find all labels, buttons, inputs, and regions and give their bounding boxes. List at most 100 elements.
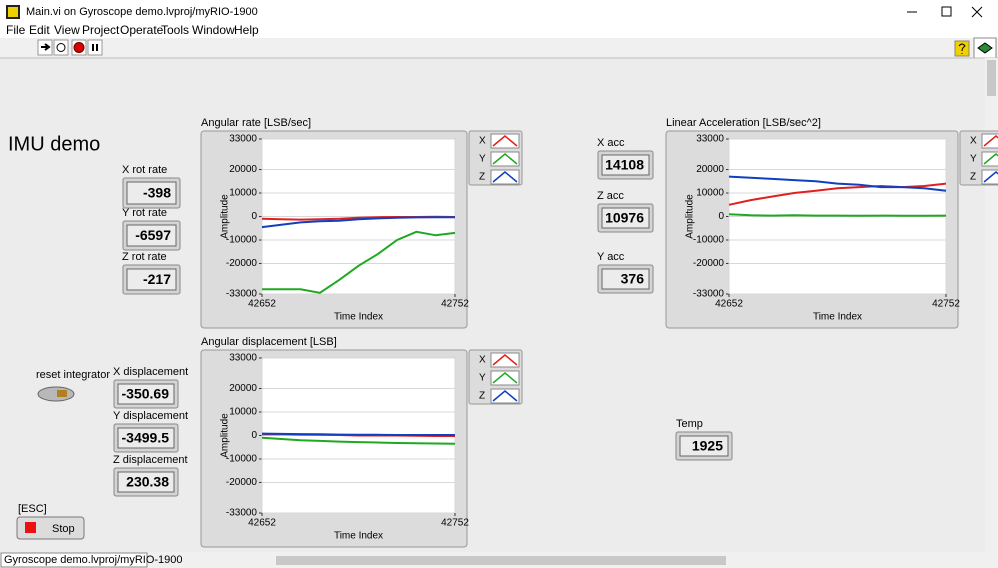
indicator-field [601, 268, 650, 290]
legend-line [983, 135, 998, 147]
pause-icon [92, 44, 98, 51]
heading: IMU demo [8, 133, 100, 155]
indicator-label: Y rot rate [122, 207, 167, 219]
help-icon [958, 43, 966, 54]
stop-text: Stop [52, 523, 75, 535]
menu-item[interactable]: Help [234, 23, 259, 37]
y-tick-label: 0 [718, 211, 724, 222]
indicator-field [601, 154, 650, 176]
indicator-value: -6597 [135, 227, 171, 243]
indicator-label: X displacement [113, 366, 188, 378]
x-tick-label: 42652 [248, 518, 276, 529]
y-tick-label: -10000 [226, 235, 258, 246]
app-icon-inner [8, 7, 18, 17]
legend-swatch [490, 133, 520, 149]
indicator-field [601, 207, 650, 229]
y-axis-label: Amplitude [685, 194, 696, 239]
series-line [728, 213, 947, 217]
y-tick-label: -10000 [226, 454, 258, 465]
menu-item[interactable]: Operate [120, 23, 164, 37]
title-bar [0, 0, 998, 24]
indicator-value: 10976 [605, 210, 644, 226]
legend-label: X [970, 136, 977, 147]
menu-item[interactable]: View [54, 23, 80, 37]
y-tick-label: -33000 [226, 289, 258, 300]
h-scroll-thumb[interactable] [276, 556, 726, 565]
window-title: Main.vi on Gyroscope demo.lvproj/myRIO-1… [26, 6, 258, 18]
indicator-label: X acc [597, 137, 625, 149]
indicator-value: 230.38 [126, 474, 169, 490]
y-axis-label: Amplitude [220, 413, 231, 458]
y-tick-label: 10000 [229, 407, 257, 418]
y-tick-label: -33000 [226, 508, 258, 519]
series-line [261, 436, 456, 445]
indicator-label: Temp [676, 418, 703, 430]
close[interactable] [971, 6, 983, 18]
y-tick-label: 20000 [229, 164, 257, 175]
reset-label: reset integrator [36, 369, 110, 381]
legend-line [492, 354, 518, 366]
indicator-label: Z acc [597, 190, 624, 202]
indicator-label: Y acc [597, 251, 625, 263]
indicator-field [126, 224, 177, 247]
legend-label: Y [479, 154, 486, 165]
v-scroll-thumb[interactable] [987, 60, 996, 96]
legend-label: Z [479, 391, 485, 402]
status-text: Gyroscope demo.lvproj/myRIO-1900 [4, 554, 183, 566]
indicator-label: Z displacement [113, 454, 188, 466]
y-tick-label: -33000 [693, 289, 725, 300]
y-tick-label: -20000 [226, 477, 258, 488]
help-button[interactable] [954, 40, 970, 57]
series-line [261, 216, 455, 229]
series-line [262, 230, 456, 294]
legend-swatch [490, 169, 520, 185]
y-axis-label: Amplitude [220, 194, 231, 239]
y-tick-label: 0 [251, 211, 257, 222]
menu-item[interactable]: Edit [29, 23, 50, 37]
indicator-value: 14108 [605, 157, 644, 173]
legend-label: Y [970, 154, 977, 165]
menu-bar [0, 24, 998, 38]
legend-swatch [490, 151, 520, 167]
legend-line [492, 372, 518, 384]
y-tick-label: -20000 [226, 258, 258, 269]
y-tick-label: -20000 [693, 258, 725, 269]
indicator-value: 376 [621, 271, 645, 287]
legend-label: X [479, 136, 486, 147]
indicator-value: -350.69 [122, 386, 170, 402]
legend-label: Y [479, 373, 486, 384]
legend-label: Z [479, 172, 485, 183]
legend-label: Z [970, 172, 976, 183]
indicator-label: X rot rate [122, 164, 167, 176]
indicator-label: Z rot rate [122, 251, 167, 263]
run-icon [41, 43, 51, 51]
menu-item[interactable]: File [6, 23, 26, 37]
indicator-field [117, 427, 175, 449]
x-tick-label: 42752 [441, 299, 469, 310]
y-tick-label: 33000 [696, 134, 724, 145]
x-tick-label: 42752 [441, 518, 469, 529]
legend-label: X [479, 355, 486, 366]
status-box [0, 552, 148, 568]
indicator-field [126, 268, 177, 291]
reset-button[interactable] [37, 386, 75, 402]
stop-led [25, 522, 36, 533]
menu-item[interactable]: Tools [161, 23, 189, 37]
legend-line [492, 153, 518, 165]
chart-title: Angular rate [LSB/sec] [201, 117, 311, 129]
legend-line [492, 171, 518, 183]
y-tick-label: 33000 [229, 134, 257, 145]
y-tick-label: 10000 [696, 188, 724, 199]
pause-button[interactable] [87, 39, 103, 56]
toolbar [0, 38, 998, 58]
run-continuous[interactable] [53, 39, 69, 56]
y-tick-label: 20000 [229, 383, 257, 394]
series-line [728, 175, 947, 192]
y-tick-label: 10000 [229, 188, 257, 199]
menu-item[interactable]: Project [82, 23, 120, 37]
x-tick-label: 42752 [932, 299, 960, 310]
maximize[interactable] [941, 6, 952, 17]
menu-item[interactable]: Window [192, 23, 235, 37]
legend-swatch [490, 370, 520, 386]
